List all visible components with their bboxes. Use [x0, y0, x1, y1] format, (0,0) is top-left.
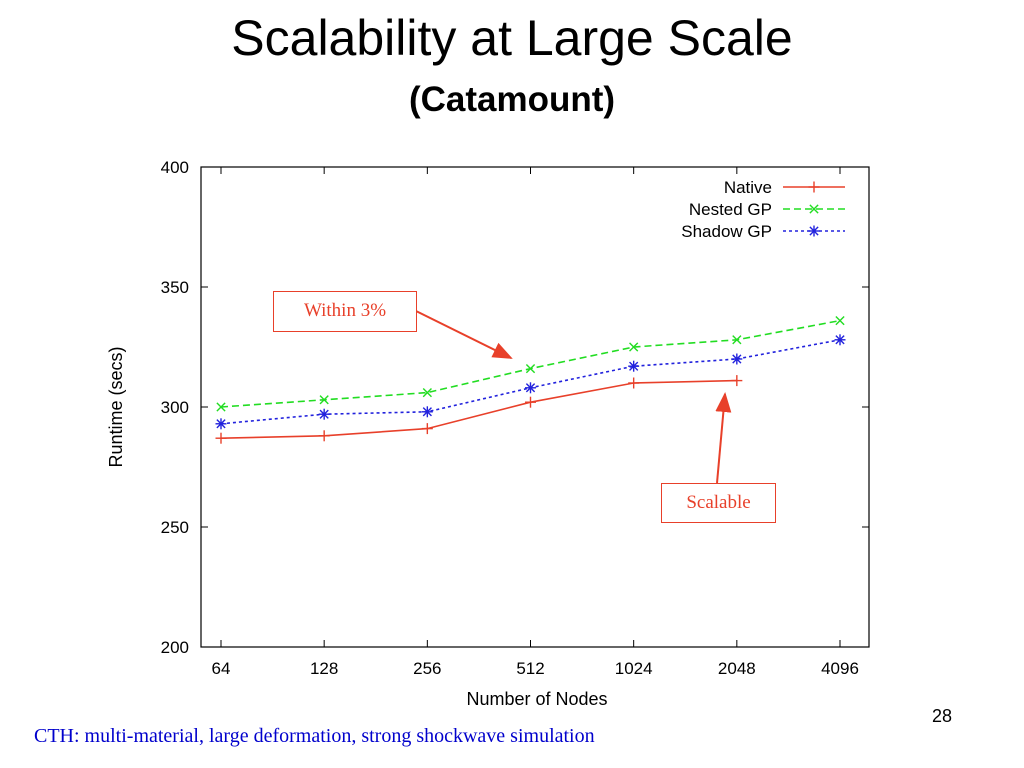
- data-point-shadow-gp: [318, 408, 330, 420]
- data-point-nested-gp: [216, 402, 226, 412]
- data-point-native: [215, 432, 227, 444]
- series-line-nested-gp: [220, 319, 841, 408]
- footer-caption: CTH: multi-material, large deformation, …: [34, 725, 595, 747]
- series-line-shadow-gp: [220, 339, 841, 425]
- x-tick-label: 256: [413, 659, 441, 678]
- data-point-shadow-gp: [421, 406, 433, 418]
- data-point-nested-gp: [732, 335, 742, 345]
- data-point-nested-gp: [319, 395, 329, 405]
- y-tick-label: 400: [161, 158, 189, 177]
- data-point-native: [731, 375, 743, 387]
- data-point-shadow-gp: [215, 418, 227, 430]
- y-tick-label: 350: [161, 278, 189, 297]
- data-point-nested-gp: [629, 342, 639, 352]
- x-axis-label: Number of Nodes: [466, 689, 607, 709]
- page-number: 28: [931, 706, 952, 726]
- data-point-shadow-gp: [731, 353, 743, 365]
- slide-subtitle: (Catamount): [408, 80, 616, 119]
- data-point-native: [318, 430, 330, 442]
- legend-marker-nested-gp: [809, 204, 819, 214]
- x-tick-label: 1024: [615, 659, 653, 678]
- data-point-native: [628, 377, 640, 389]
- data-point-nested-gp: [835, 315, 845, 326]
- legend-marker-shadow-gp: [808, 225, 820, 237]
- data-point-shadow-gp: [628, 360, 640, 372]
- legend-marker-native: [808, 181, 820, 193]
- data-point-native: [421, 423, 433, 435]
- legend-label-nested-gp: Nested GP: [689, 200, 772, 219]
- data-point-native: [525, 396, 536, 408]
- x-tick-label: 128: [310, 659, 338, 678]
- runtime-chart: 200 250 300 350 400 64 128 256 512 1024 2048 4096 Nu…: [106, 158, 870, 709]
- data-point-nested-gp: [422, 387, 432, 398]
- x-tick-label: 512: [516, 659, 544, 678]
- x-tick-label: 2048: [718, 659, 756, 678]
- legend-label-native: Native: [724, 178, 772, 197]
- series-line-native: [220, 379, 737, 439]
- y-tick-label: 300: [161, 398, 189, 417]
- y-tick-label: 250: [161, 518, 189, 537]
- data-point-shadow-gp: [525, 382, 536, 394]
- data-point-shadow-gp: [834, 334, 846, 346]
- legend-label-shadow-gp: Shadow GP: [681, 222, 772, 241]
- data-point-nested-gp: [525, 363, 536, 374]
- x-tick-label: 64: [212, 659, 231, 678]
- scalable-callout: Scalable: [661, 483, 776, 523]
- within-arrow: [415, 310, 513, 359]
- x-tick-label: 4096: [821, 659, 859, 678]
- y-axis-label: Runtime (secs): [106, 346, 126, 467]
- within-3-percent-callout: Within 3%: [273, 291, 417, 332]
- scalable-arrow: [715, 392, 732, 484]
- slide-title: Scalability at Large Scale: [231, 10, 793, 66]
- y-tick-label: 200: [161, 638, 189, 657]
